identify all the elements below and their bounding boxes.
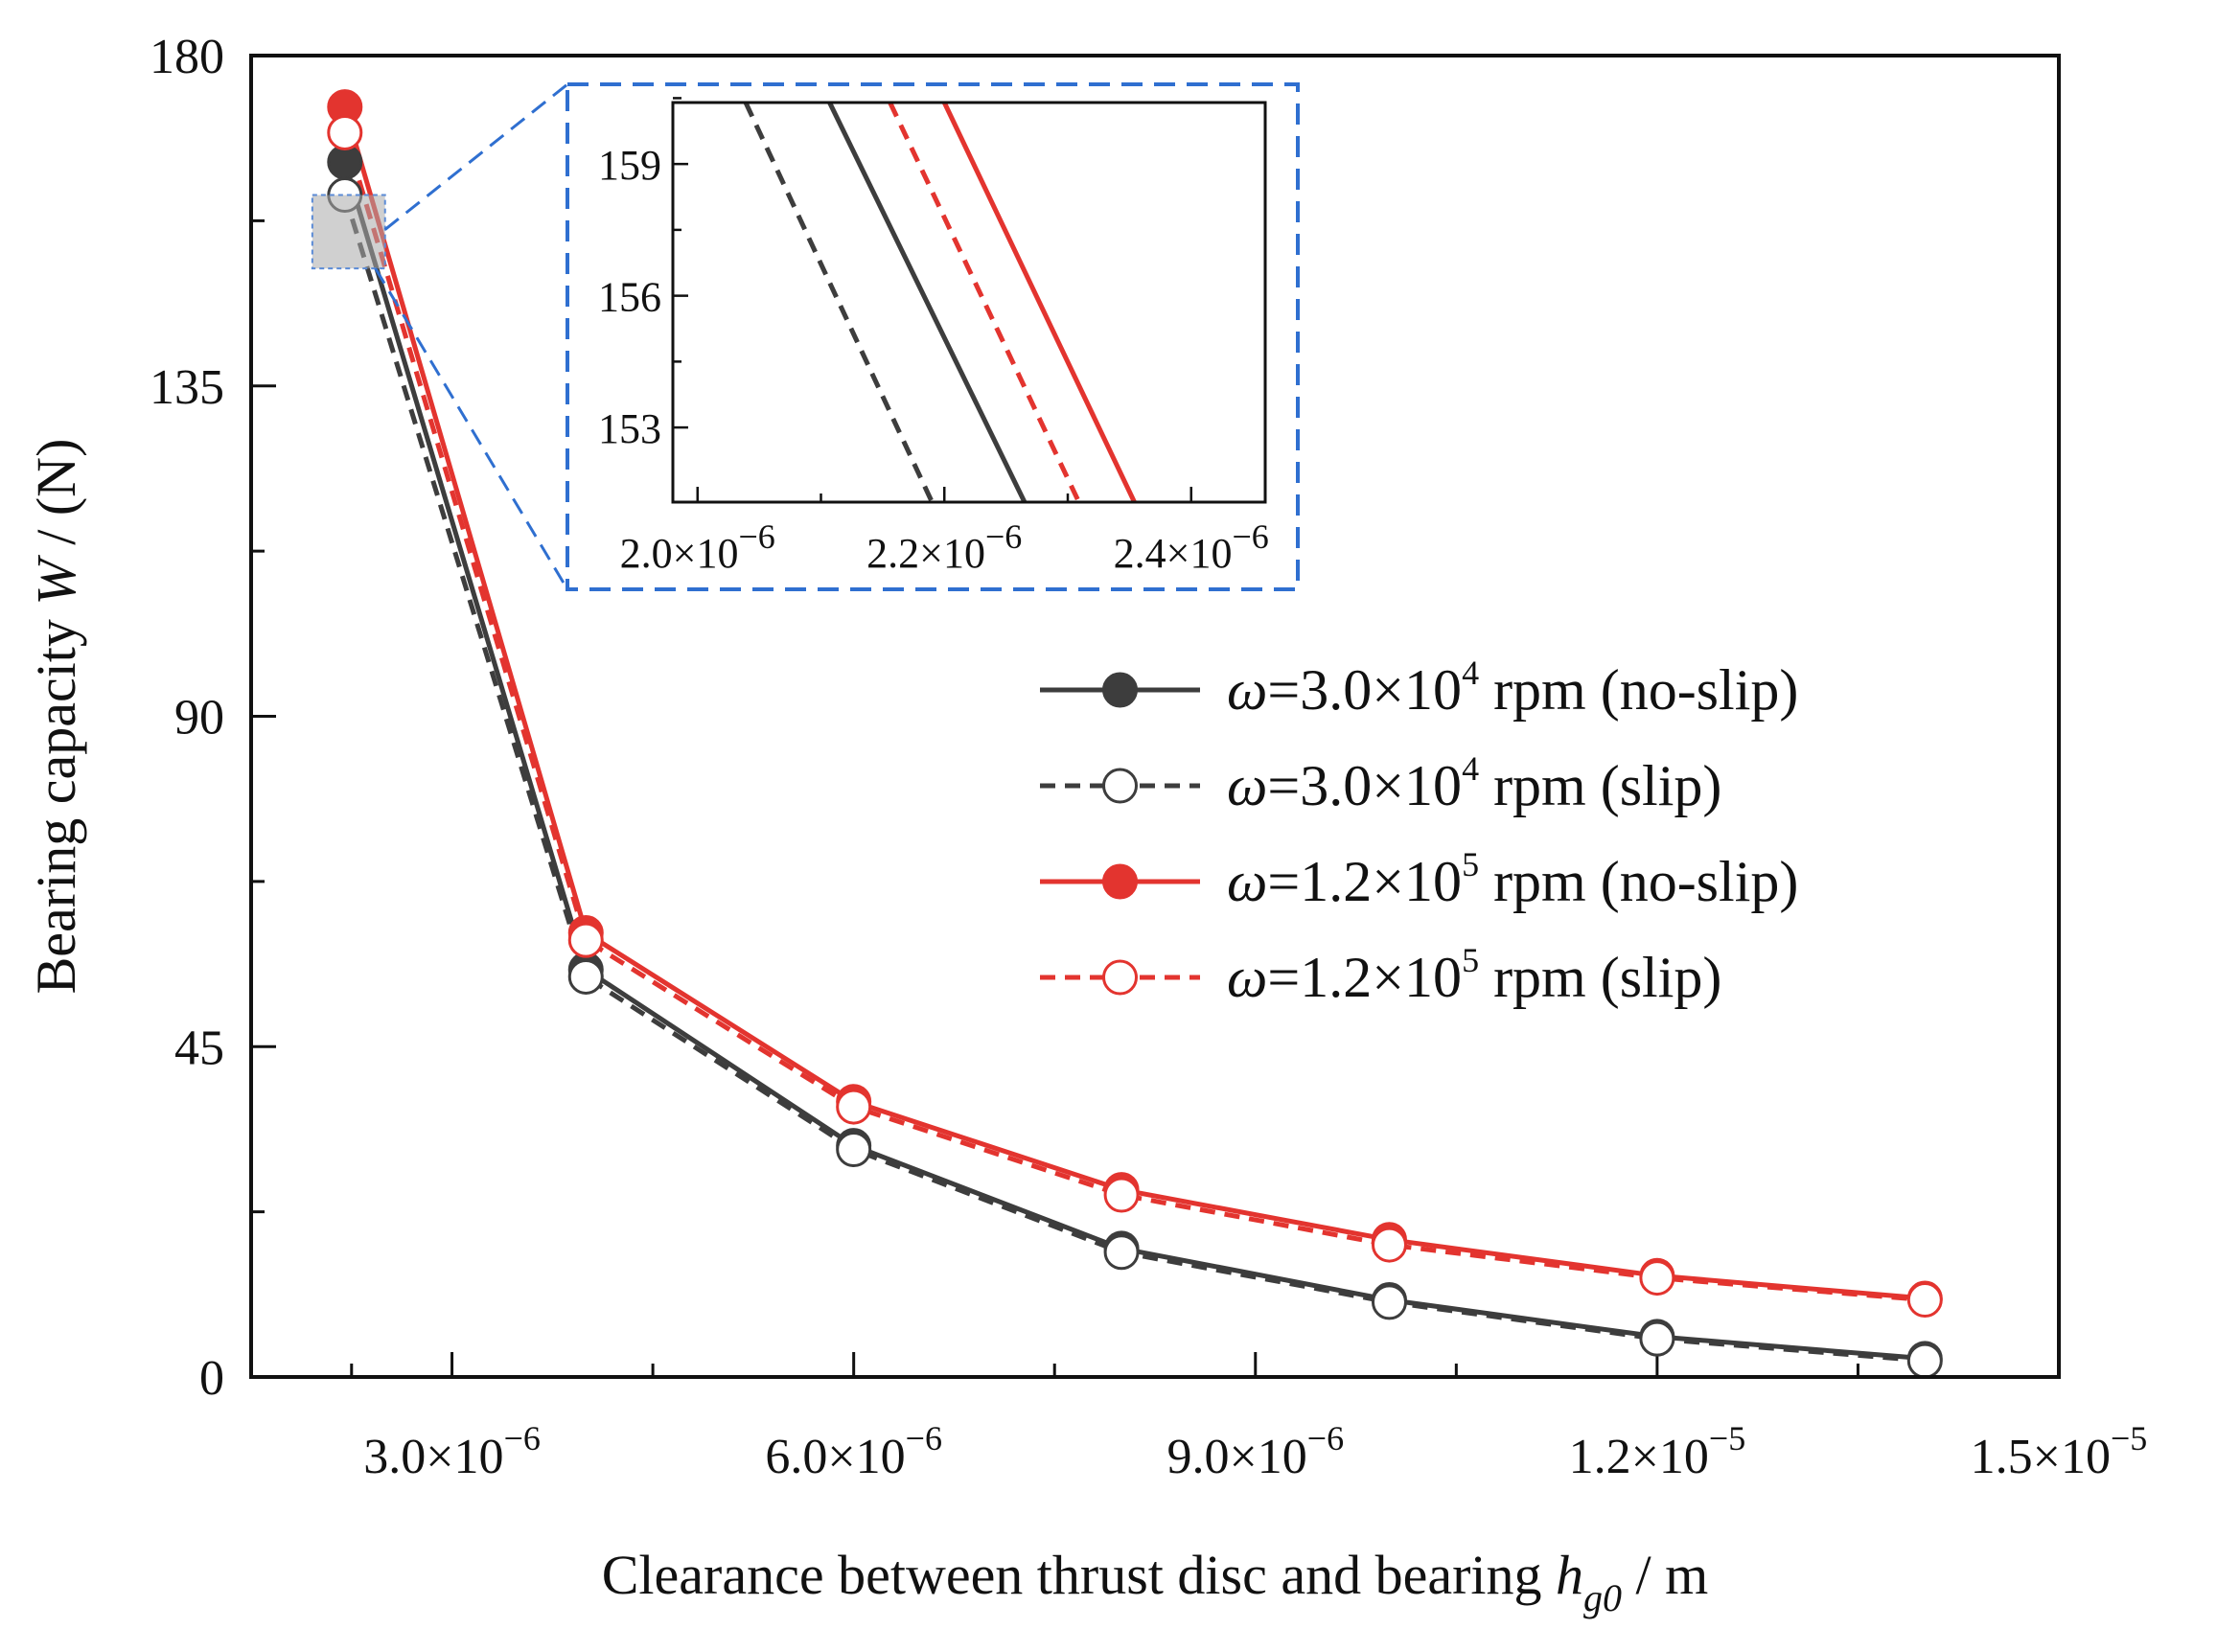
- x-tick-exponent: −6: [1307, 1419, 1344, 1457]
- x-axis-title-var: h: [1556, 1544, 1583, 1606]
- inset-x-tick-label: 2.0×10−6: [620, 517, 775, 577]
- data-point-hollow: [1103, 1177, 1140, 1213]
- legend-label-2: ω=3.0×104 rpm (slip): [1227, 749, 1721, 817]
- legend-marker-filled: [1102, 863, 1138, 900]
- legend: ω=3.0×104 rpm (no-slip)ω=3.0×104 rpm (sl…: [1040, 654, 1798, 1009]
- inset-x-tick-label: 2.2×10−6: [866, 517, 1022, 577]
- legend-marker-filled: [1102, 672, 1138, 708]
- y-axis-title-var: W: [25, 555, 87, 606]
- x-tick-mantissa: 1.2×10: [1569, 1430, 1709, 1484]
- legend-prefix: =3.0×10: [1267, 754, 1462, 817]
- x-tick-label: 3.0×10−6: [363, 1419, 541, 1484]
- data-point-hollow: [1906, 1282, 1943, 1319]
- y-axis-title: Bearing capacity W / (N): [25, 439, 87, 995]
- inset-x-tick-mantissa: 2.2×10: [866, 530, 985, 577]
- x-tick-exponent: −5: [2111, 1419, 2147, 1457]
- zoom-region-box: [311, 194, 386, 270]
- inset-y-tick-label: 159: [598, 142, 661, 189]
- zoom-connector-top: [383, 82, 568, 231]
- inset-series-line: [941, 103, 1137, 502]
- legend-suffix: rpm (no-slip): [1479, 850, 1798, 913]
- y-tick-label: 90: [174, 691, 224, 746]
- inset-y-tick-label: 156: [598, 274, 661, 321]
- legend-label-3: ω=1.2×105 rpm (no-slip): [1227, 845, 1798, 913]
- legend-suffix: rpm (slip): [1479, 754, 1721, 817]
- x-tick-exponent: −6: [504, 1419, 541, 1457]
- inset-y-tick-label: 153: [598, 405, 661, 452]
- x-tick-mantissa: 1.5×10: [1971, 1430, 2111, 1484]
- plot-frame: [249, 54, 2061, 1379]
- data-point-hollow: [1639, 1320, 1675, 1357]
- x-axis-title: Clearance between thrust disc and bearin…: [602, 1544, 1709, 1619]
- x-tick-label: 6.0×10−6: [765, 1419, 942, 1484]
- legend-omega: ω: [1227, 658, 1267, 722]
- x-tick-label: 1.5×10−5: [1971, 1419, 2148, 1484]
- data-point-hollow: [836, 1132, 872, 1168]
- legend-exponent: 5: [1462, 845, 1479, 883]
- data-point-hollow: [1371, 1284, 1407, 1320]
- x-tick-mantissa: 6.0×10: [765, 1430, 905, 1484]
- legend-marker-hollow: [1102, 768, 1138, 804]
- data-point-hollow: [1103, 1234, 1140, 1271]
- legend-prefix: =1.2×10: [1267, 850, 1462, 913]
- legend-prefix: =3.0×10: [1267, 658, 1462, 722]
- legend-suffix: rpm (no-slip): [1479, 658, 1798, 722]
- legend-label-1: ω=3.0×104 rpm (no-slip): [1227, 654, 1798, 722]
- data-point-hollow: [567, 922, 604, 958]
- inset-x-tick-exponent: −6: [1233, 517, 1269, 556]
- data-point-hollow: [1639, 1260, 1675, 1296]
- legend-suffix: rpm (slip): [1479, 946, 1721, 1009]
- y-tick-label: 180: [150, 30, 224, 84]
- zoom-connector: [311, 82, 569, 590]
- legend-exponent: 4: [1462, 654, 1479, 692]
- inset-x-tick-mantissa: 2.0×10: [620, 530, 739, 577]
- legend-label-4: ω=1.2×105 rpm (slip): [1227, 941, 1721, 1009]
- legend-omega: ω: [1227, 946, 1267, 1009]
- inset-x-tick-exponent: −6: [985, 517, 1022, 556]
- x-tick-exponent: −6: [906, 1419, 942, 1457]
- inset-lines: [743, 103, 1137, 502]
- legend-exponent: 4: [1462, 749, 1479, 788]
- data-point-hollow: [1906, 1342, 1943, 1379]
- y-axis-title-unit: / (N): [25, 439, 87, 560]
- inset-series-line: [827, 103, 1028, 502]
- data-point-hollow: [327, 114, 363, 150]
- inset-y-tick-text: 153: [598, 405, 661, 452]
- y-axis-title-text: Bearing capacity: [25, 606, 87, 995]
- data-point-filled: [327, 144, 363, 180]
- inset-y-tick-text: 159: [598, 142, 661, 189]
- axis-titles: Clearance between thrust disc and bearin…: [25, 439, 1708, 1619]
- legend-marker-hollow: [1102, 959, 1138, 996]
- x-tick-label: 1.2×10−5: [1569, 1419, 1746, 1484]
- y-tick-label: 0: [199, 1351, 224, 1406]
- inset-frame: [671, 101, 1267, 504]
- x-axis-title-text: Clearance between thrust disc and bearin…: [602, 1544, 1556, 1606]
- inset-x-tick-label: 2.4×10−6: [1114, 517, 1269, 577]
- data-point-hollow: [1371, 1227, 1407, 1263]
- legend-prefix: =1.2×10: [1267, 946, 1462, 1009]
- inset-border: [566, 82, 1300, 591]
- inset-x-tick-exponent: −6: [739, 517, 775, 556]
- data-point-hollow: [567, 958, 604, 995]
- x-tick-label: 9.0×10−6: [1166, 1419, 1344, 1484]
- y-tick-label: 135: [150, 360, 224, 415]
- y-tick-label: 45: [174, 1021, 224, 1075]
- x-tick-mantissa: 3.0×10: [363, 1430, 503, 1484]
- legend-omega: ω: [1227, 754, 1267, 817]
- legend-exponent: 5: [1462, 941, 1479, 979]
- x-tick-exponent: −5: [1709, 1419, 1745, 1457]
- zoom-connector-bottom: [374, 267, 569, 590]
- data-point-hollow: [836, 1089, 872, 1125]
- inset-x-tick-mantissa: 2.4×10: [1114, 530, 1233, 577]
- inset-y-tick-text: 156: [598, 274, 661, 321]
- x-axis-title-sub: g0: [1583, 1576, 1622, 1619]
- x-axis-title-unit: / m: [1622, 1544, 1708, 1606]
- series-markers: [327, 89, 1943, 1379]
- x-tick-mantissa: 9.0×10: [1166, 1430, 1306, 1484]
- legend-omega: ω: [1227, 850, 1267, 913]
